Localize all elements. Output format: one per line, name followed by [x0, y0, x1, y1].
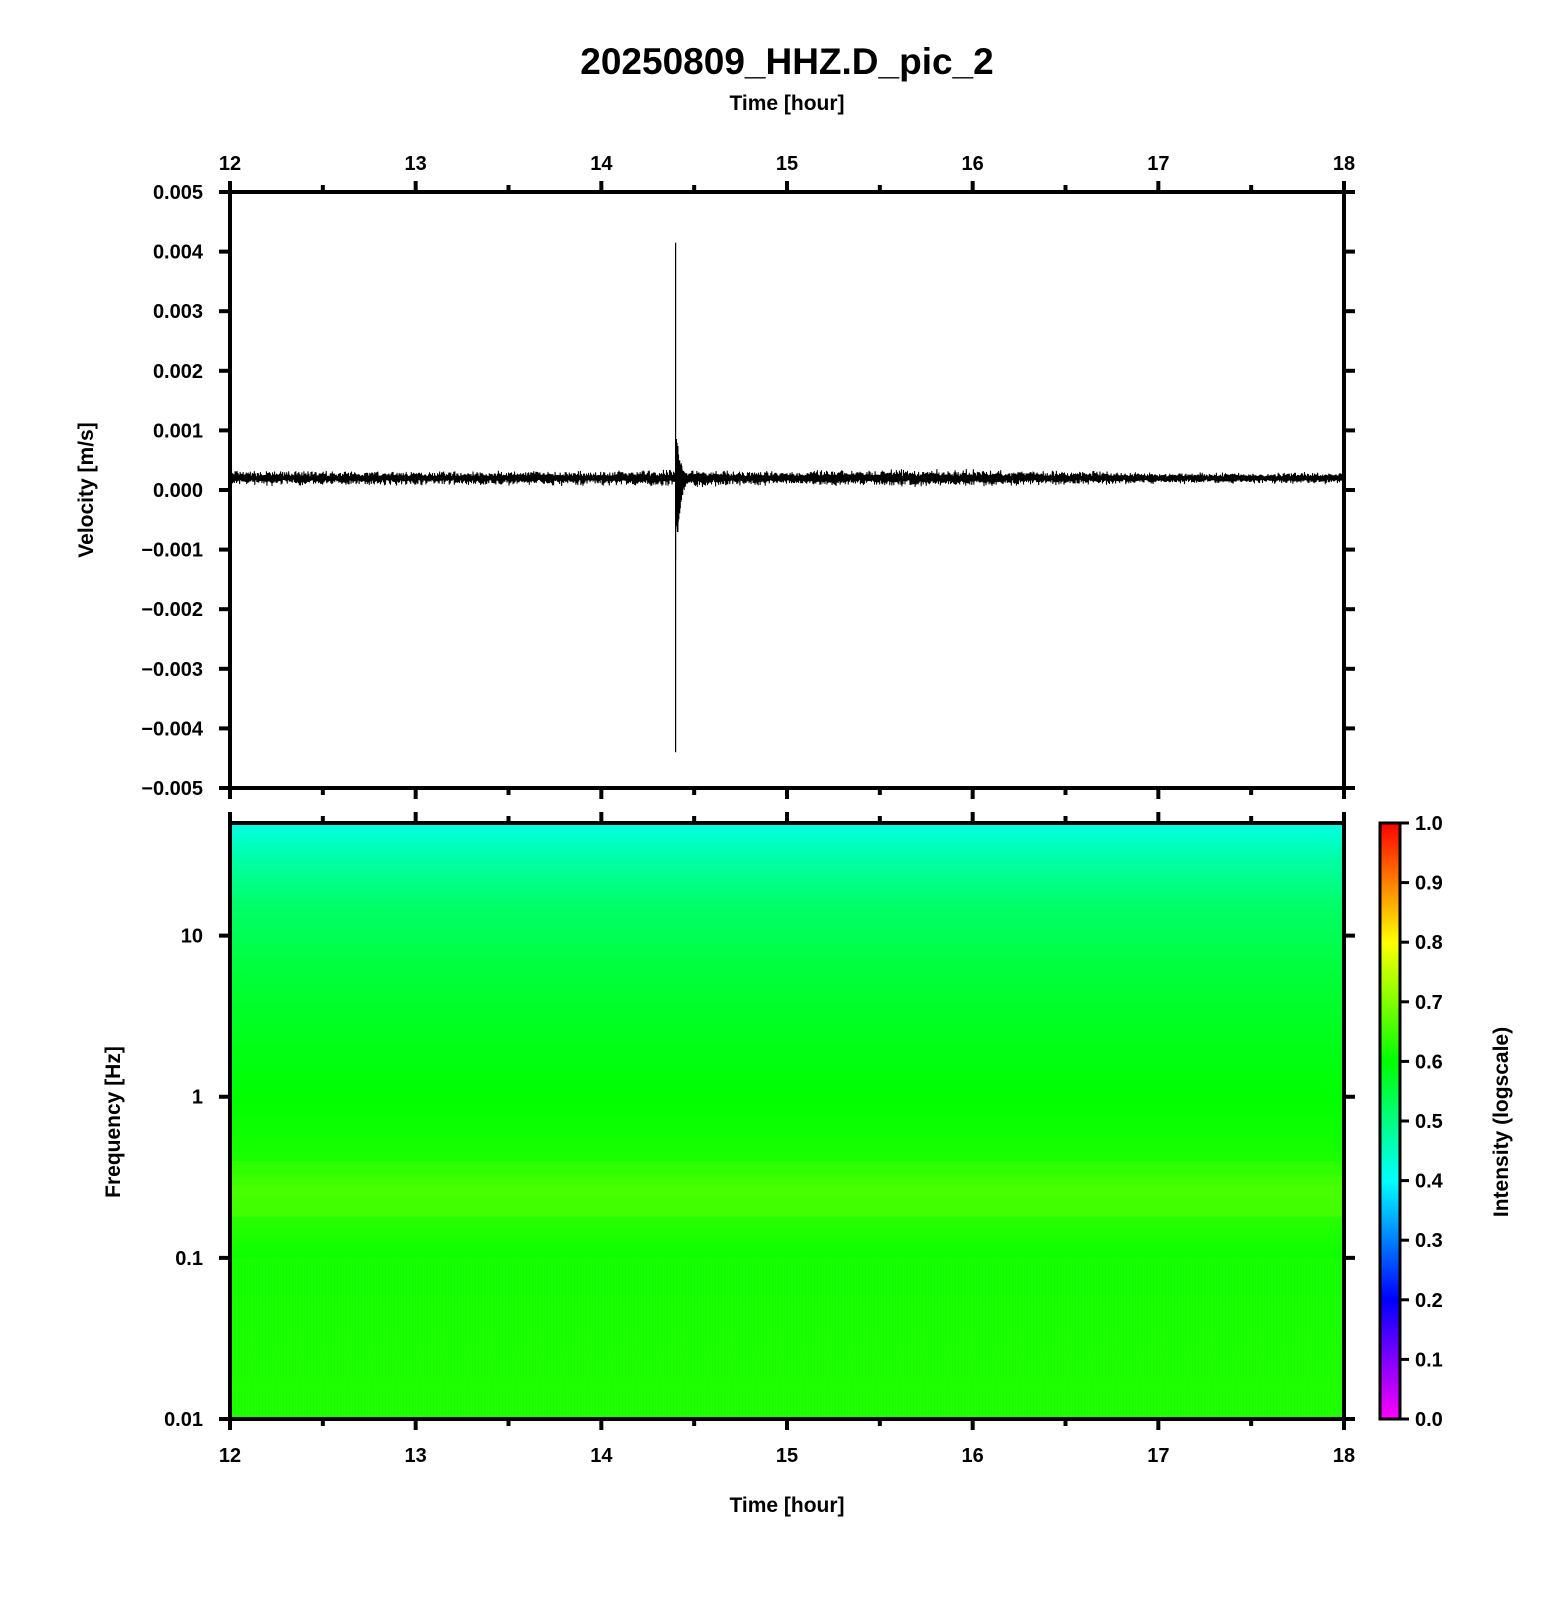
spectrogram-y-tick-label: 10 [181, 926, 203, 948]
bottom-x-axis-label: Time [hour] [729, 1494, 844, 1517]
waveform-y-tick-label: 0.005 [153, 182, 203, 204]
waveform-plot-area [230, 192, 1344, 788]
colorbar-tick-label: 0.4 [1415, 1171, 1444, 1193]
spectrogram-texture [230, 1160, 1344, 1419]
colorbar: 1.0 0.9 0.8 0.7 0.6 0.5 0.4 0.3 0.2 0.1 0.0 Intens… [1378, 813, 1513, 1431]
spectrogram-x-tick-label: 17 [1147, 1445, 1169, 1467]
colorbar-tick-label: 0.8 [1415, 932, 1443, 954]
waveform-y-tick-label: −0.001 [141, 540, 203, 562]
spectrogram-x-tick-label: 12 [219, 1445, 241, 1467]
colorbar-tick-label: 0.5 [1415, 1111, 1443, 1133]
waveform-x-tick-label: 12 [219, 153, 241, 175]
waveform-ticks: 12 13 14 15 16 17 18 0.005 0.004 0.003 0.002 0.001 0… [141, 153, 1355, 800]
spectrogram-y-tick-label: 1 [192, 1087, 203, 1109]
spectrogram-band [230, 1160, 1344, 1171]
colorbar-tick-label: 0.0 [1415, 1409, 1443, 1431]
spectrogram-band [230, 1185, 1344, 1217]
spectrogram-x-tick-label: 13 [405, 1445, 427, 1467]
waveform-y-tick-label: 0.004 [153, 242, 204, 264]
waveform-y-tick-label: −0.005 [141, 778, 203, 800]
colorbar-tick-label: 1.0 [1415, 813, 1443, 835]
waveform-y-tick-label: −0.004 [141, 718, 204, 740]
spectrogram-y-tick-label: 0.01 [164, 1409, 203, 1431]
colorbar-tick-label: 0.2 [1415, 1290, 1443, 1312]
spectrogram-y-axis-label: Frequency [Hz] [102, 1046, 125, 1198]
colorbar-tick-label: 0.3 [1415, 1230, 1443, 1252]
spectrogram-heatmap [230, 823, 1344, 1419]
colorbar-tick-label: 0.6 [1415, 1051, 1443, 1073]
waveform-x-tick-label: 18 [1333, 153, 1355, 175]
spectrogram-x-tick-label: 16 [962, 1445, 984, 1467]
spectrogram-x-tick-label: 18 [1333, 1445, 1355, 1467]
spectrogram-x-tick-label: 14 [590, 1445, 613, 1467]
waveform-x-tick-label: 13 [405, 153, 427, 175]
spectrogram-y-tick-label: 0.1 [175, 1248, 203, 1270]
waveform-y-tick-label: 0.000 [153, 480, 203, 502]
waveform-y-tick-label: −0.002 [141, 599, 203, 621]
waveform-y-tick-label: 0.003 [153, 301, 203, 323]
waveform-event-coda [675, 439, 694, 560]
colorbar-gradient [1378, 821, 1402, 1421]
colorbar-tick-label: 0.9 [1415, 873, 1443, 895]
top-x-axis-label: Time [hour] [729, 92, 844, 115]
waveform-trace [230, 242, 1344, 753]
colorbar-tick-label: 0.7 [1415, 992, 1443, 1014]
waveform-y-tick-label: 0.001 [153, 420, 203, 442]
waveform-x-tick-label: 14 [590, 153, 613, 175]
waveform-noise-line [230, 469, 1344, 487]
colorbar-label: Intensity (logscale) [1490, 1027, 1513, 1217]
chart-title: 20250809_HHZ.D_pic_2 [580, 41, 993, 82]
spectrogram-ticks: 12 13 14 15 16 17 18 10 1 0.1 0.01 [164, 812, 1355, 1467]
waveform-y-tick-label: −0.003 [141, 659, 203, 681]
waveform-y-tick-label: 0.002 [153, 361, 203, 383]
waveform-panel: 12 13 14 15 16 17 18 0.005 0.004 0.003 0.002 0.001 0… [75, 153, 1355, 800]
waveform-x-tick-label: 17 [1147, 153, 1169, 175]
waveform-y-axis-label: Velocity [m/s] [75, 422, 98, 557]
waveform-x-tick-label: 15 [776, 153, 798, 175]
colorbar-ticks: 1.0 0.9 0.8 0.7 0.6 0.5 0.4 0.3 0.2 0.1 0.0 [1400, 813, 1444, 1431]
waveform-x-tick-label: 16 [962, 153, 984, 175]
spectrogram-x-tick-label: 15 [776, 1445, 798, 1467]
colorbar-tick-label: 0.1 [1415, 1349, 1443, 1371]
